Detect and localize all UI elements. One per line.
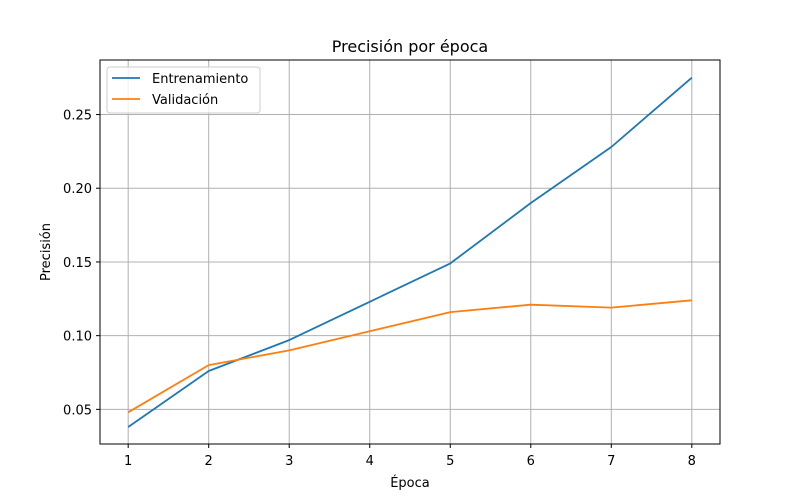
y-axis-ticks: 0.05 0.10 0.15 0.20 0.25 <box>63 109 100 418</box>
series-lines <box>127 77 693 428</box>
grid-lines <box>100 60 720 444</box>
legend-label: Entrenamiento <box>152 72 248 87</box>
y-tick-label: 0.20 <box>63 182 92 197</box>
x-axis-ticks: 1 2 3 4 5 6 7 8 <box>124 444 696 469</box>
series-line-validacion <box>127 299 692 414</box>
x-tick-label: 8 <box>688 454 696 469</box>
plot-frame <box>99 59 721 445</box>
x-axis-label: Época <box>390 475 430 491</box>
y-tick-label: 0.10 <box>63 330 92 345</box>
series-line-entrenamiento <box>127 77 693 428</box>
legend-box <box>106 66 261 114</box>
x-tick-label: 1 <box>124 454 132 469</box>
y-tick-label: 0.05 <box>63 403 92 418</box>
x-tick-label: 2 <box>205 454 213 469</box>
x-tick-label: 5 <box>446 454 454 469</box>
chart-title: Precisión por época <box>332 37 488 56</box>
y-tick-label: 0.25 <box>63 109 92 124</box>
legend-label: Validación <box>152 93 218 108</box>
legend: Entrenamiento Validación <box>106 66 261 114</box>
y-axis-label: Precisión <box>39 223 54 281</box>
x-tick-label: 3 <box>285 454 293 469</box>
y-tick-label: 0.15 <box>63 256 92 271</box>
x-tick-label: 4 <box>366 454 374 469</box>
x-tick-label: 6 <box>527 454 535 469</box>
x-tick-label: 7 <box>607 454 615 469</box>
